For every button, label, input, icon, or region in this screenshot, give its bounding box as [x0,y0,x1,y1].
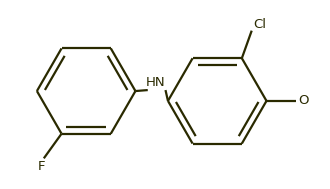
Text: Cl: Cl [253,18,266,31]
Text: O: O [299,94,309,107]
Text: F: F [38,160,46,173]
Text: HN: HN [146,76,165,89]
